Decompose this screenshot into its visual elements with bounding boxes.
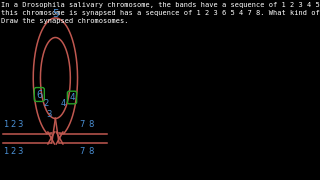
Text: 4: 4 [69,93,75,102]
Text: 3: 3 [47,109,52,118]
Text: 1: 1 [3,120,8,129]
Text: 2: 2 [43,99,49,108]
Text: 6: 6 [36,89,42,100]
Text: 4: 4 [61,99,66,108]
Text: 8: 8 [88,147,93,156]
Text: 8: 8 [88,120,93,129]
Text: 3: 3 [17,120,23,129]
Text: 2: 2 [10,147,15,156]
Text: 7: 7 [79,147,85,156]
Text: 3: 3 [17,147,23,156]
Text: In a Drosophila salivary chromosome, the bands have a sequence of 1 2 3 4 5 6 7 : In a Drosophila salivary chromosome, the… [1,2,320,24]
Text: 7: 7 [79,120,85,129]
Text: 5: 5 [52,8,59,19]
Text: 1: 1 [3,147,8,156]
Text: 2: 2 [10,120,15,129]
